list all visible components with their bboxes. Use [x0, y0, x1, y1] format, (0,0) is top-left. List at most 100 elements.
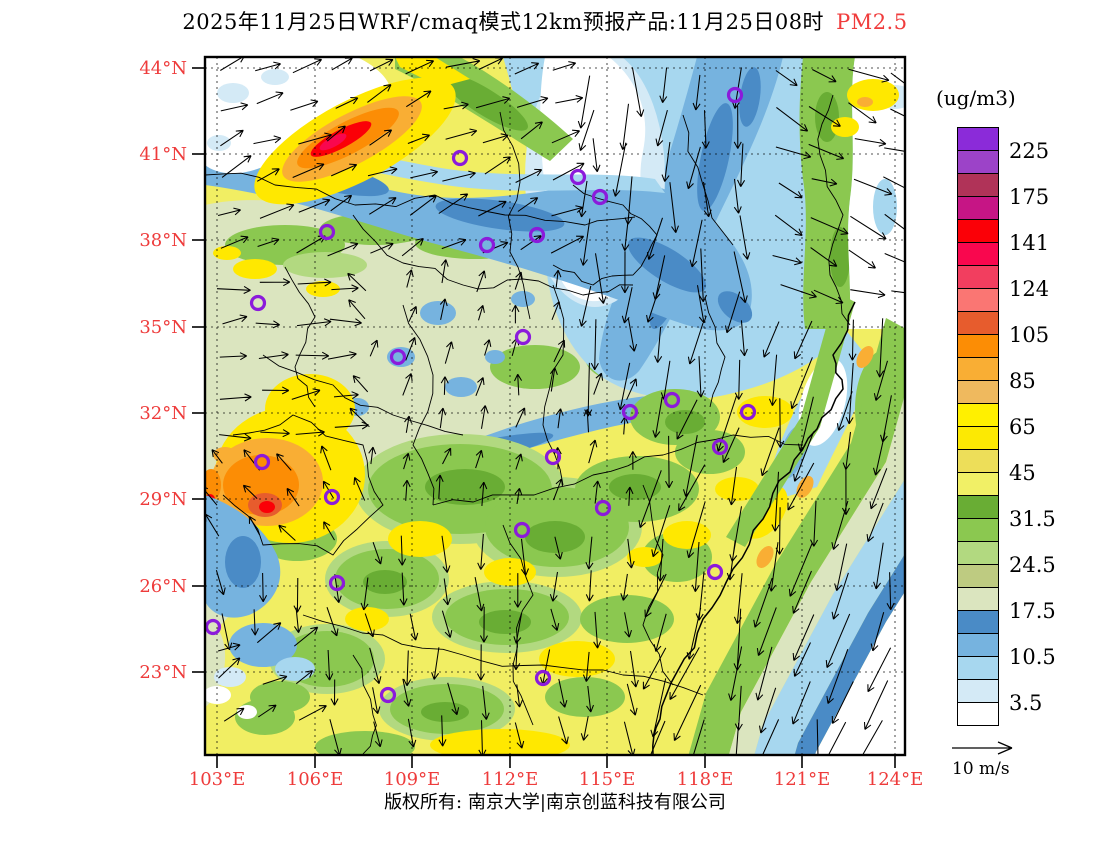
city-marker-icon — [514, 328, 532, 346]
border-line — [222, 414, 384, 556]
colorbar-segment — [957, 679, 999, 703]
colorbar-segment — [957, 656, 999, 680]
colorbar-segment — [957, 495, 999, 519]
wind-arrow-set — [205, 57, 905, 755]
city-marker-icon — [739, 403, 757, 421]
border-line — [704, 296, 726, 408]
colorbar-segment — [957, 265, 999, 289]
axis-labels: 44°N 41°N 38°N 35°N 32°N 29°N 26°N 23°N 103°E 106… — [139, 58, 923, 790]
city-marker-icon — [513, 521, 531, 539]
lat-label: 44°N — [139, 58, 187, 79]
title-text: 2025年11月25日WRF/cmaq模式12km预报产品:11月25日08时 — [182, 10, 825, 34]
lon-label: 106°E — [287, 769, 344, 790]
city-marker-icon — [451, 149, 469, 167]
axis-ticks — [192, 67, 896, 768]
colorbar-segment — [957, 288, 999, 312]
colorbar-label: 65 — [1009, 415, 1036, 439]
colorbar-label: 175 — [1009, 185, 1050, 209]
city-marker-icon — [249, 294, 267, 312]
map-frame — [203, 55, 907, 757]
lat-label: 26°N — [139, 576, 187, 597]
city-marker-icon — [594, 499, 612, 517]
border-line — [402, 304, 435, 506]
border-line — [817, 94, 851, 326]
city-marker-icon — [711, 438, 729, 456]
lon-label: 103°E — [189, 769, 246, 790]
colorbar-label: 45 — [1009, 461, 1036, 485]
colorbar-label: 105 — [1009, 323, 1050, 347]
border-line — [262, 354, 464, 436]
colorbar-label: 225 — [1009, 139, 1050, 163]
border-line — [542, 284, 565, 486]
colorbar-segment — [957, 426, 999, 450]
border-line — [352, 214, 634, 296]
lon-label: 109°E — [384, 769, 441, 790]
colorbar-label: 17.5 — [1009, 599, 1056, 623]
colorbar-label: 141 — [1009, 231, 1050, 255]
colorbar-unit: (ug/m3) — [936, 86, 1016, 110]
wind-scale-legend: 10 m/s — [952, 741, 1013, 779]
city-marker-icon — [591, 188, 609, 206]
colorbar: 225 175 141 124 105 85 65 45 31.5 24.5 17.5 10.5 3.5 — [957, 127, 1056, 726]
province-borders — [205, 94, 856, 755]
colorbar-segment — [957, 242, 999, 266]
city-marker-icon — [205, 618, 222, 636]
copyright-footer: 版权所有: 南京大学|南京创蓝科技有限公司 — [384, 792, 726, 813]
colorbar-label: 3.5 — [1009, 691, 1043, 715]
colorbar-label: 31.5 — [1009, 507, 1056, 531]
colorbar-segment — [957, 127, 999, 151]
colorbar-label: 24.5 — [1009, 553, 1056, 577]
border-line — [205, 172, 636, 226]
border-line — [499, 111, 531, 320]
city-marker-icon — [663, 391, 681, 409]
page-title: 2025年11月25日WRF/cmaq模式12km预报产品:11月25日08时 P… — [130, 6, 960, 36]
city-marker-icon — [318, 223, 336, 241]
colorbar-segment — [957, 472, 999, 496]
city-marker-icon — [323, 488, 341, 506]
lat-label: 23°N — [139, 662, 187, 683]
lon-label: 121°E — [774, 769, 831, 790]
city-marker-icon — [569, 168, 587, 186]
colorbar-segment — [957, 150, 999, 174]
border-line — [502, 524, 534, 726]
colorbar-segment — [957, 702, 999, 726]
city-marker-icon — [328, 574, 346, 592]
city-marker-icon — [534, 669, 552, 687]
city-marker-icon — [528, 226, 546, 244]
city-marker-icon — [726, 86, 744, 104]
colorbar-label: 85 — [1009, 369, 1036, 393]
colorbar-label: 10.5 — [1009, 645, 1056, 669]
lat-label: 35°N — [139, 317, 187, 338]
city-markers — [205, 86, 757, 704]
city-marker-icon — [544, 448, 562, 466]
city-marker-icon — [478, 236, 496, 254]
lon-label: 115°E — [579, 769, 636, 790]
colorbar-segment — [957, 357, 999, 381]
lon-label: 112°E — [482, 769, 539, 790]
border-line — [352, 654, 377, 755]
title-pollutant: PM2.5 — [836, 10, 908, 34]
colorbar-segment — [957, 518, 999, 542]
border-line — [682, 114, 734, 246]
colorbar-segment — [957, 380, 999, 404]
colorbar-segment — [957, 564, 999, 588]
coastline — [652, 301, 856, 755]
border-line — [432, 434, 804, 506]
wind-scale-arrow-icon — [952, 741, 1013, 755]
colorbar-segment — [957, 196, 999, 220]
lat-label: 29°N — [139, 489, 187, 510]
colorbar-segment — [957, 219, 999, 243]
latlon-grid — [205, 57, 905, 755]
lat-label: 32°N — [139, 403, 187, 424]
wind-scale-label: 10 m/s — [952, 759, 1010, 779]
colorbar-segment — [957, 173, 999, 197]
city-marker-icon — [389, 348, 407, 366]
city-marker-icon — [379, 686, 397, 704]
pm25-field — [205, 57, 905, 755]
lat-label: 38°N — [139, 230, 187, 251]
city-marker-icon — [253, 453, 271, 471]
city-marker-icon — [706, 563, 724, 581]
border-line — [284, 266, 316, 408]
